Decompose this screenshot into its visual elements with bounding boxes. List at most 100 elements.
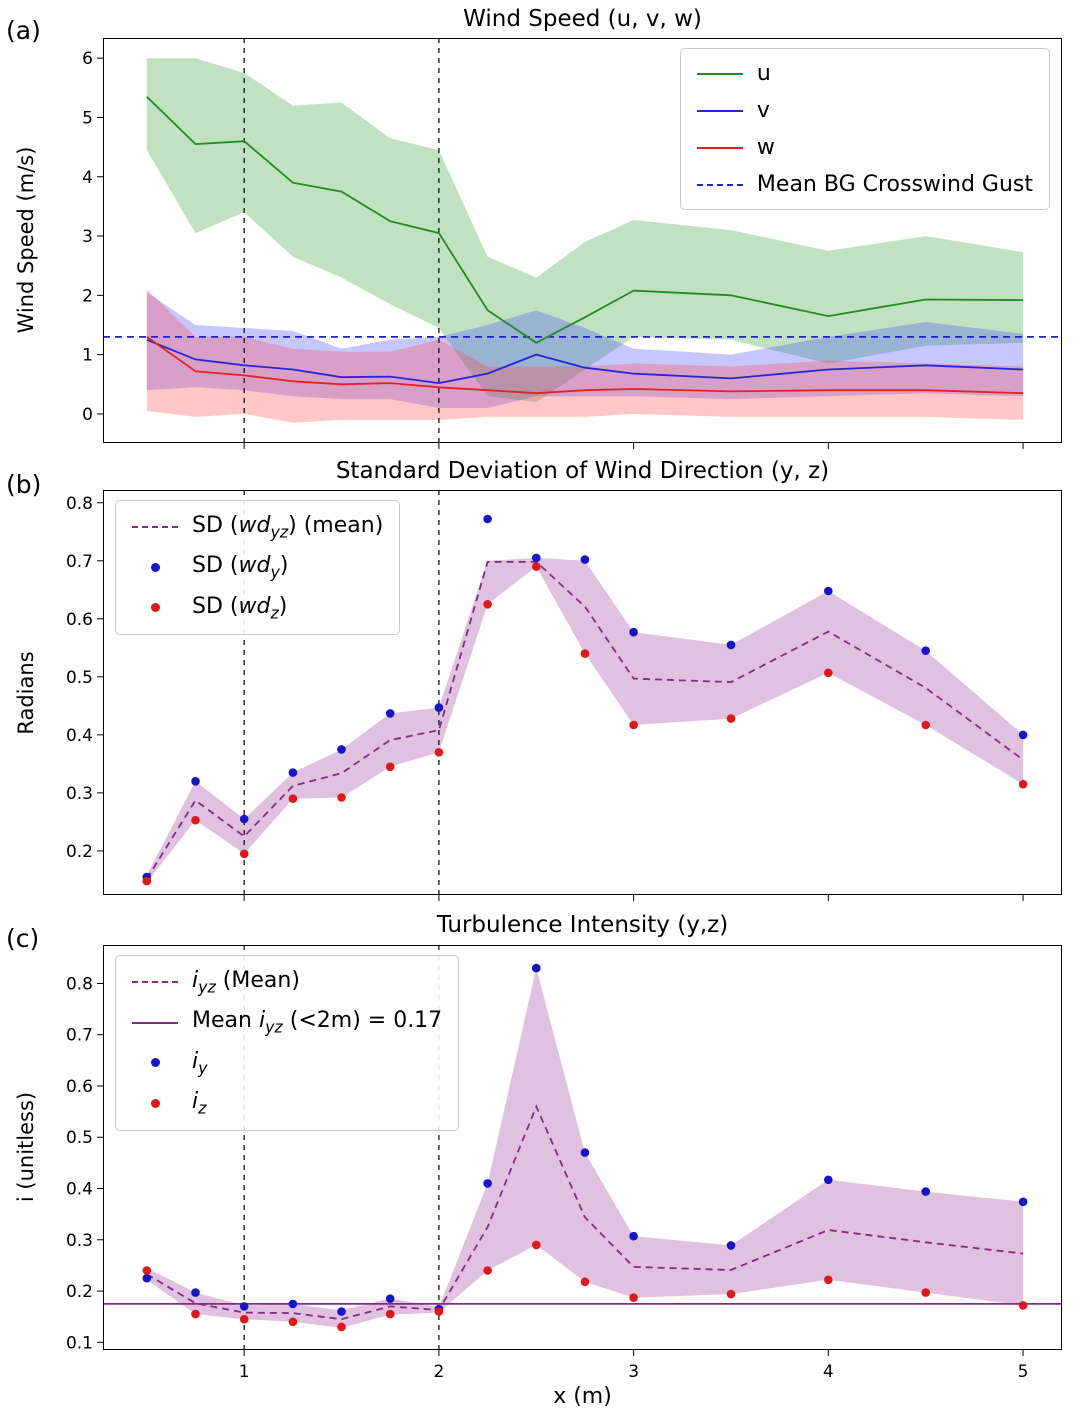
x-axis-label: x (m) (553, 1384, 612, 1409)
iz-point (191, 1309, 200, 1319)
y-tick-label: 0.5 (66, 1128, 93, 1148)
y-tick-label: 0.8 (66, 974, 93, 994)
sd-wdz-point (921, 720, 930, 730)
legend-line-marker (696, 183, 743, 186)
iz-point (483, 1266, 492, 1275)
legend-item-mean-iyz-below-2m: Mean iyz (<2m) = 0.17 (132, 1008, 442, 1037)
panel-a-title: Wind Speed (u, v, w) (463, 6, 702, 32)
y-tick-label: 0.1 (66, 1333, 93, 1353)
sd-wdy-point (824, 586, 833, 596)
sd-wdz-point (191, 815, 200, 825)
panel-label-c: (c) (6, 924, 40, 953)
legend-line-marker (132, 526, 178, 529)
sd-wdy-point (434, 703, 444, 712)
panel-b-legend: SD (wdyz) (mean) SD (wdy) SD (wdz) (115, 500, 401, 636)
legend-label: w (756, 135, 775, 160)
legend-item-u: u (696, 61, 1033, 86)
legend-label: SD (wdyz) (mean) (192, 513, 384, 542)
panel-a-canvas: 0 1 2 3 4 5 6 (82, 38, 1062, 449)
iz-point (239, 1314, 249, 1324)
y-tick-label: 0.7 (66, 1026, 93, 1046)
panel-c-plot: 0.1 0.2 0.3 0.4 0.5 0.6 0.7 0.8 1 2 3 4 5 iyz (Mean)… (66, 945, 1062, 1382)
legend-line-marker (696, 109, 743, 112)
panel-b-plot: 0.2 0.3 0.4 0.5 0.6 0.7 0.8 SD (wdyz) (mean) SD… (66, 490, 1062, 901)
sd-wdy-point (921, 646, 930, 655)
sd-wdz-point (726, 714, 736, 723)
mean-line (146, 561, 1024, 880)
iz-point (434, 1307, 444, 1316)
panel-b-title: Standard Deviation of Wind Direction (y,… (335, 458, 830, 484)
sd-wdz-point (385, 762, 395, 772)
panel-a-ylabel: Wind Speed (m/s) (14, 146, 38, 334)
sd-wdz-point (580, 649, 590, 658)
iz-point (921, 1288, 930, 1297)
legend-label: Mean BG Crosswind Gust (756, 172, 1033, 197)
iy-point (921, 1187, 930, 1196)
legend-label: iy (192, 1048, 208, 1078)
sd-wdy-point (629, 627, 638, 637)
iy-point (385, 1294, 395, 1303)
axes-frame (103, 490, 1062, 895)
y-tick-label: 0.8 (66, 494, 93, 514)
iz-point (580, 1277, 590, 1287)
legend-label: SD (wdy) (192, 553, 289, 582)
sd-wdz-point (337, 793, 346, 802)
axes-frame (103, 38, 1062, 443)
iy-point (142, 1273, 152, 1283)
legend-item-sd-wdz: SD (wdz) (132, 594, 383, 622)
w-band (146, 289, 1024, 423)
sd-wdy-point (385, 709, 395, 718)
iy-point (1018, 1197, 1028, 1207)
panel-c-canvas: 0.1 0.2 0.3 0.4 0.5 0.6 0.7 0.8 1 2 3 4 5 (66, 945, 1062, 1382)
legend-line-marker (132, 981, 178, 984)
y-tick-label: 0.4 (66, 726, 93, 746)
axes-frame (103, 945, 1062, 1350)
u-band (146, 58, 1024, 403)
iy-point (532, 963, 541, 973)
legend-label: iz (192, 1089, 207, 1118)
v-line (146, 338, 1024, 385)
mean-line (146, 1104, 1024, 1321)
legend-label: iyz (Mean) (192, 968, 300, 997)
y-tick-label: 0.6 (66, 1077, 93, 1097)
iz-point (726, 1289, 736, 1299)
sd-wdz-point (629, 720, 638, 730)
legend-line-marker (696, 72, 743, 75)
legend-item-iy: iy (132, 1049, 442, 1077)
y-tick-label: 1 (82, 346, 93, 366)
panel-b-canvas: 0.2 0.3 0.4 0.5 0.6 0.7 0.8 (66, 490, 1062, 901)
iy-point (580, 1148, 590, 1157)
sd-wdy-point (532, 553, 541, 563)
panel-c-ylabel: i (unitless) (14, 1091, 38, 1203)
mean-band (146, 968, 1024, 1328)
iz-point (385, 1309, 395, 1319)
sd-wdz-point (288, 794, 298, 803)
y-tick-label: 0.4 (66, 1180, 93, 1200)
iz-point (337, 1322, 346, 1332)
iy-point (337, 1307, 346, 1316)
mean-band (146, 557, 1024, 883)
sd-wdy-point (726, 640, 736, 650)
sd-wdy-point (337, 745, 346, 754)
y-tick-label: 3 (82, 227, 93, 247)
iy-point (629, 1231, 638, 1241)
panel-b-ylabel: Radians (14, 651, 38, 735)
iz-point (629, 1293, 638, 1302)
sd-wdz-point (239, 849, 249, 859)
sd-wdz-point (824, 668, 833, 678)
legend-line-marker (132, 1021, 178, 1024)
legend-item-w: w (696, 135, 1033, 160)
iz-point (288, 1317, 298, 1327)
y-tick-label: 6 (82, 49, 93, 69)
y-tick-label: 0.7 (66, 552, 93, 572)
iy-point (239, 1302, 249, 1311)
y-tick-label: 0.6 (66, 610, 93, 630)
y-tick-label: 4 (82, 168, 93, 188)
sd-wdz-point (142, 876, 152, 886)
u-line (146, 96, 1024, 344)
sd-wdz-point (1018, 779, 1028, 789)
panel-label-a: (a) (6, 16, 41, 45)
iy-point (483, 1179, 492, 1188)
y-tick-label: 0.3 (66, 784, 93, 804)
panel-c-title: Turbulence Intensity (y,z) (436, 912, 729, 938)
